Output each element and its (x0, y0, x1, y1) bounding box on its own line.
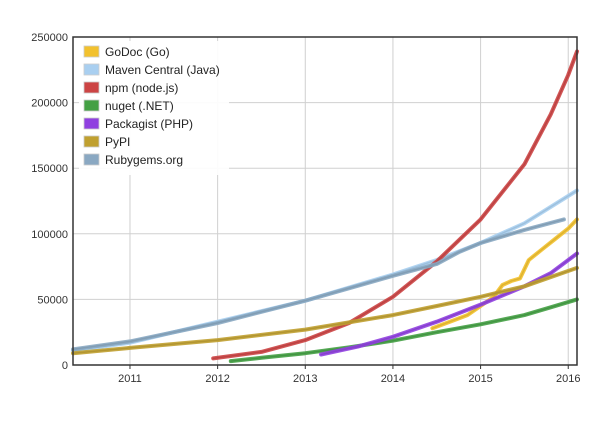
y-tick-label: 150000 (31, 163, 68, 175)
series-trend-line (72, 267, 578, 354)
legend-entry-label: GoDoc (Go) (105, 45, 170, 59)
legend-swatch (83, 63, 100, 76)
series-line (228, 297, 579, 364)
series-line (211, 49, 579, 361)
legend-swatch (83, 135, 100, 148)
legend-entry-label: npm (node.js) (105, 81, 178, 95)
x-axis: 2011 2012 2013 2014 2015 2016 (118, 365, 580, 385)
y-tick-label: 200000 (31, 98, 68, 110)
series-line (430, 217, 579, 331)
y-axis: 0 50000 100000 150000 200000 250000 (31, 32, 68, 372)
legend-swatch (83, 117, 100, 130)
legend-swatch (83, 99, 100, 112)
legend-entry-label: Rubygems.org (105, 153, 183, 167)
y-tick-label: 250000 (31, 32, 68, 44)
legend-entry-label: nuget (.NET) (105, 99, 174, 113)
series-lines (71, 49, 579, 364)
legend: GoDoc (Go) Maven Central (Java) npm (node.… (79, 41, 229, 175)
legend-swatch (83, 45, 100, 58)
x-tick-label: 2012 (205, 373, 229, 385)
legend-swatch (83, 153, 100, 166)
legend-entry-label: Maven Central (Java) (105, 63, 220, 77)
legend-entry-label: PyPI (105, 135, 130, 149)
legend-swatch (83, 81, 100, 94)
x-tick-label: 2014 (381, 373, 405, 385)
legend-background (79, 41, 229, 175)
x-tick-label: 2015 (468, 373, 492, 385)
legend-entry-label: Packagist (PHP) (105, 117, 193, 131)
series-trend-line (230, 298, 578, 362)
y-tick-label: 100000 (31, 229, 68, 241)
series-line (71, 217, 566, 352)
series-line (71, 265, 579, 356)
x-tick-label: 2016 (556, 373, 580, 385)
y-tick-label: 0 (62, 360, 68, 372)
series-trend-line (212, 50, 578, 360)
series-line (319, 251, 579, 357)
x-tick-label: 2011 (118, 373, 142, 385)
plot-frame (72, 36, 578, 366)
y-tick-label: 50000 (37, 294, 68, 306)
x-tick-label: 2013 (293, 373, 317, 385)
